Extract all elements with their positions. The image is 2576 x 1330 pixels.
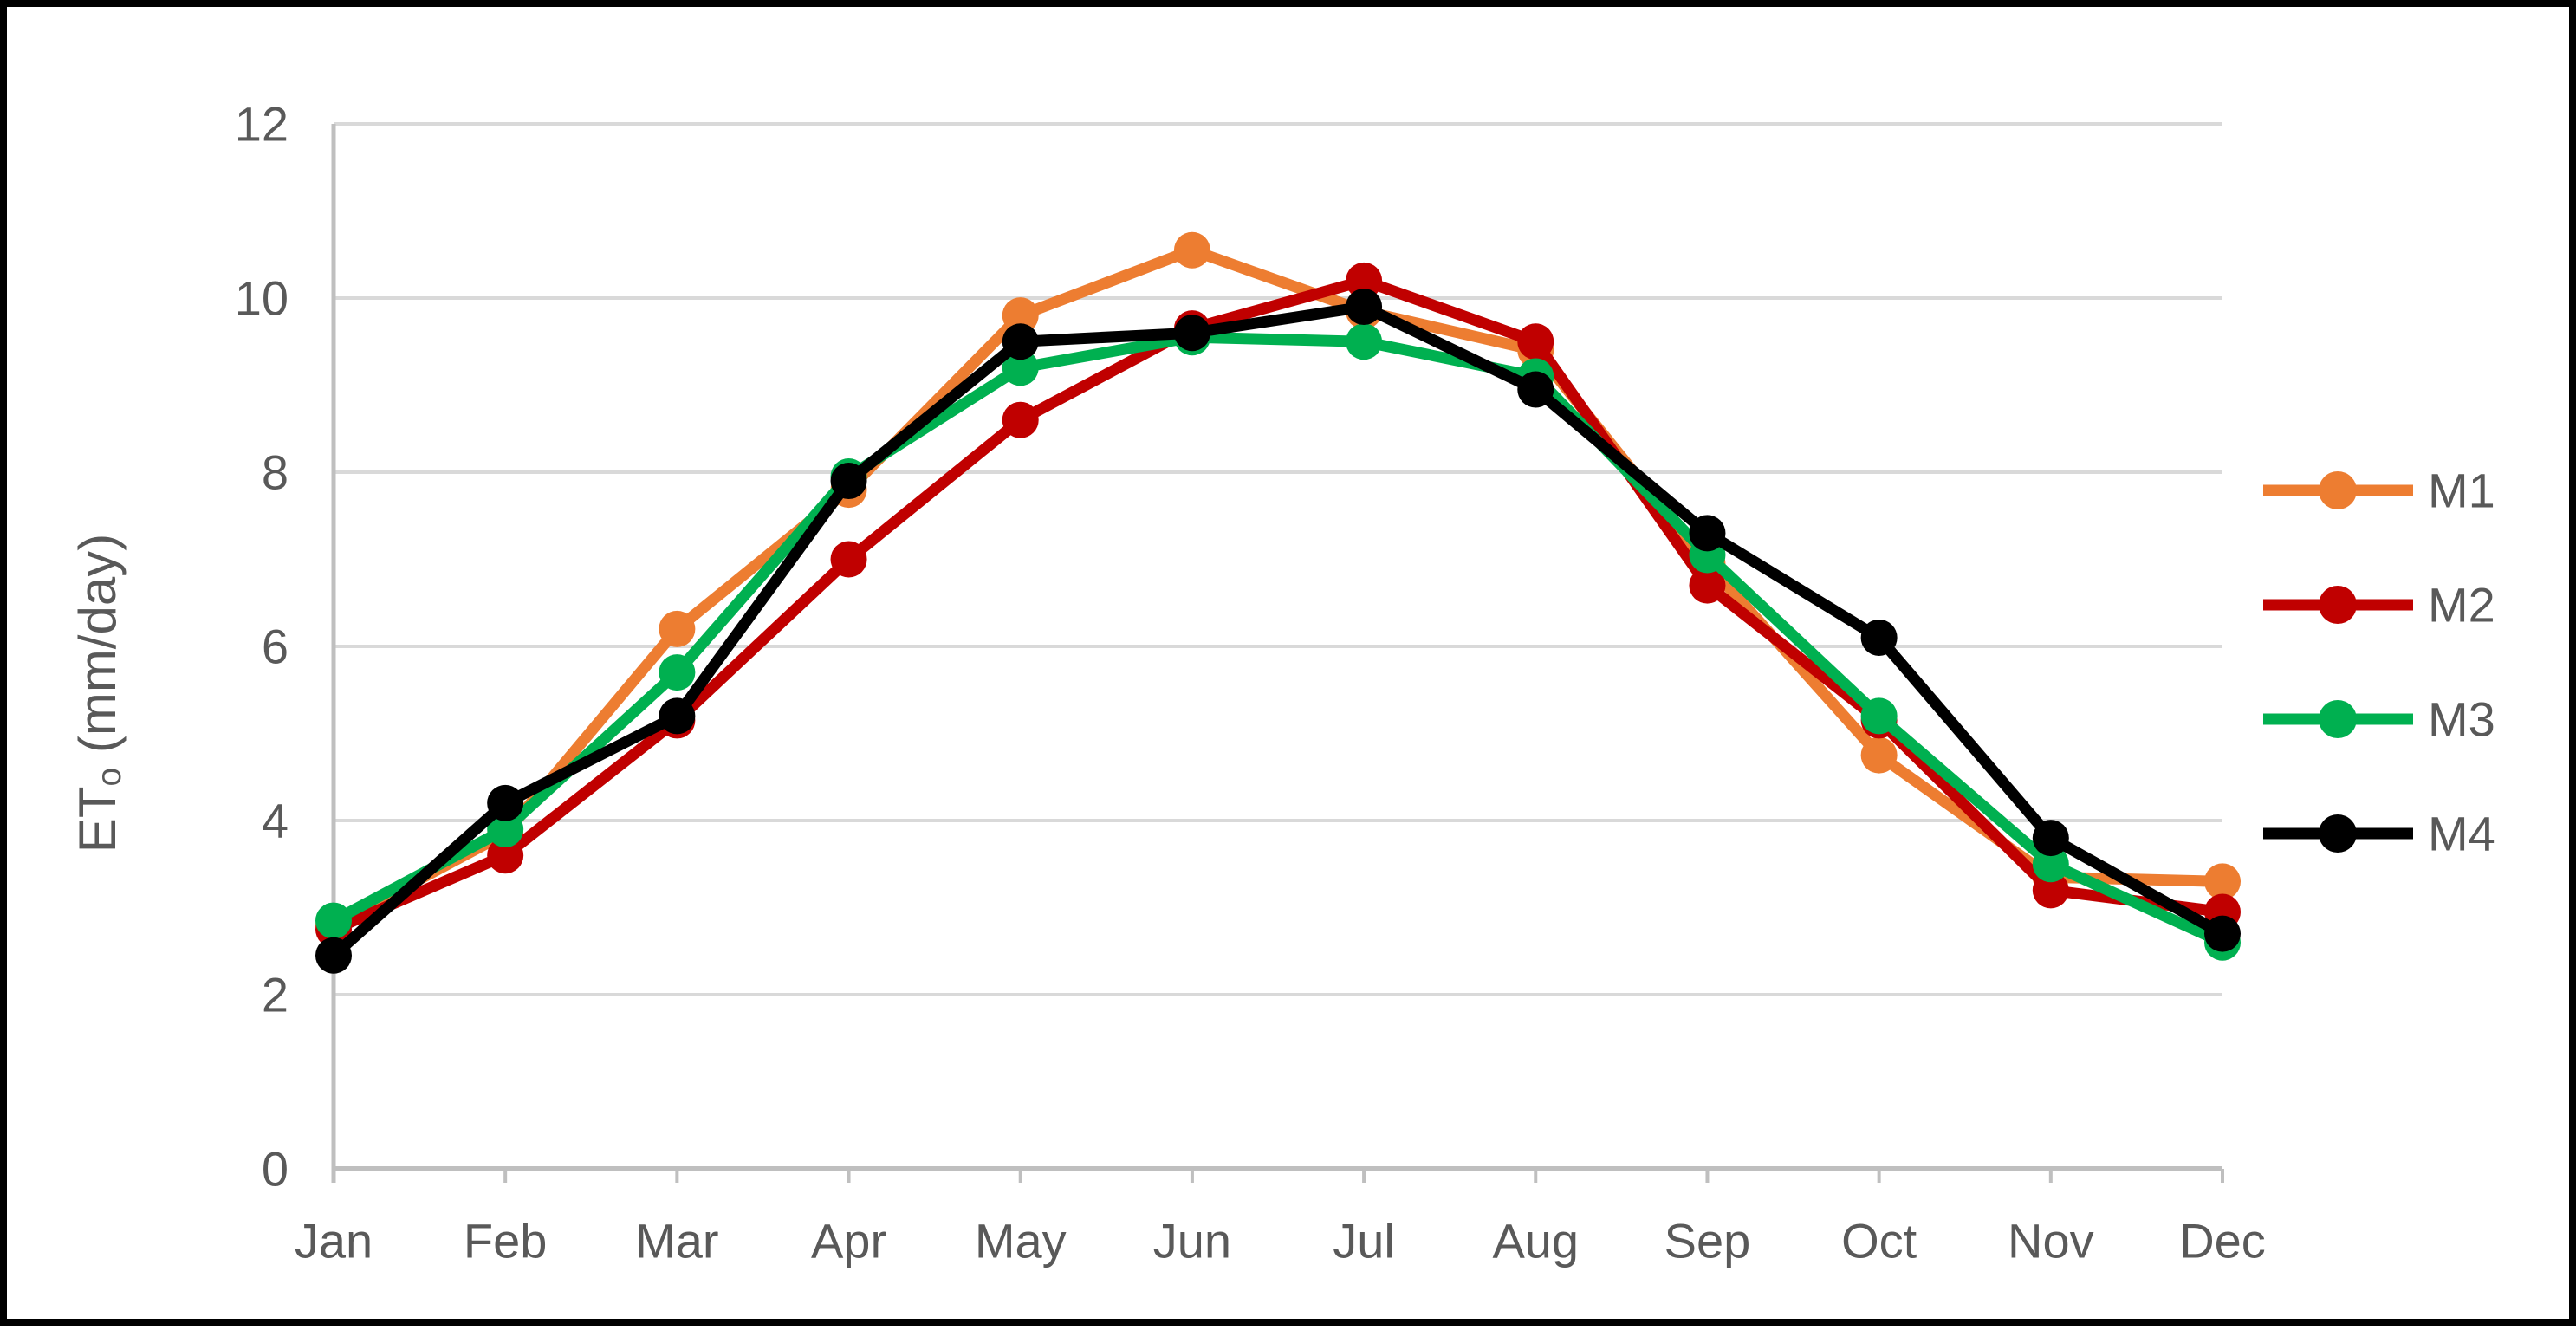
x-tick-label-Oct: Oct (1841, 1214, 1917, 1268)
series-marker-M4-May (1002, 323, 1039, 360)
legend-item-M1: M1 (2263, 464, 2495, 518)
x-tick-label-May: May (975, 1214, 1067, 1268)
x-tick-label-Nov: Nov (2008, 1214, 2094, 1268)
series-marker-M2-May (1002, 401, 1039, 438)
series-marker-M2-Nov (2032, 872, 2069, 909)
legend-item-M3: M3 (2263, 692, 2495, 747)
series-marker-M2-Aug (1517, 323, 1554, 360)
x-tick-label-Dec: Dec (2179, 1214, 2266, 1268)
legend-label-M3: M3 (2428, 692, 2495, 747)
x-tick-label-Jan: Jan (295, 1214, 373, 1268)
series-marker-M4-Aug (1517, 371, 1554, 408)
y-tick-label-12: 12 (235, 97, 289, 152)
series-marker-M4-Jul (1346, 289, 1383, 326)
y-tick-label-10: 10 (235, 271, 289, 326)
y-tick-label-0: 0 (262, 1142, 289, 1197)
legend-label-M4: M4 (2428, 807, 2495, 861)
series-marker-M3-Nov (2032, 846, 2069, 883)
y-tick-label-2: 2 (262, 968, 289, 1022)
series-line-M4 (328, 301, 2229, 962)
x-tick-label-Sep: Sep (1664, 1214, 1751, 1268)
legend-item-M4: M4 (2263, 807, 2495, 861)
series-marker-M2-Sep (1689, 567, 1726, 604)
series-marker-M1-Dec (2204, 863, 2241, 900)
legend-item-M2: M2 (2263, 578, 2495, 633)
x-tick-label-Aug: Aug (1492, 1214, 1579, 1268)
y-tick-label-6: 6 (262, 620, 289, 674)
series-line-M2 (328, 275, 2229, 936)
series-marker-M3-Feb (487, 811, 524, 848)
x-tick-label-Apr: Apr (811, 1214, 886, 1268)
y-tick-label-8: 8 (262, 445, 289, 500)
series-marker-M3-Oct (1860, 697, 1898, 735)
series-marker-M4-Nov (2032, 820, 2069, 857)
series-marker-M4-Jan (315, 937, 352, 974)
series-marker-M3-Mar (659, 654, 696, 691)
series-marker-M4-Mar (659, 697, 696, 735)
series-marker-M4-Jun (1173, 315, 1210, 352)
x-tick-label-Mar: Mar (635, 1214, 718, 1268)
legend-swatch-dot-M2 (2319, 586, 2357, 624)
series-marker-M3-May (1002, 349, 1039, 386)
series-marker-M3-Jan (315, 902, 352, 939)
x-tick-label-Feb: Feb (464, 1214, 548, 1268)
legend-swatch-dot-M4 (2319, 814, 2357, 853)
series-line-M3 (328, 331, 2229, 949)
series-marker-M4-Apr (830, 463, 867, 500)
y-tick-label-4: 4 (262, 794, 289, 848)
series-marker-M4-Feb (487, 784, 524, 821)
series-marker-M1-May (1002, 297, 1039, 334)
series-marker-M1-Jun (1173, 231, 1210, 269)
series-marker-M2-Feb (487, 837, 524, 874)
series-marker-M1-Oct (1860, 736, 1898, 774)
legend-swatch-dot-M3 (2319, 700, 2357, 738)
series-line-M1 (328, 244, 2229, 931)
series-marker-M2-Apr (830, 541, 867, 578)
series-marker-M1-Mar (659, 610, 696, 647)
series-marker-M3-Jul (1346, 323, 1383, 360)
series-marker-M4-Oct (1860, 619, 1898, 656)
x-tick-label-Jun: Jun (1153, 1214, 1231, 1268)
series-marker-M4-Sep (1689, 515, 1726, 552)
y-axis-title: ETo (mm/day) (68, 534, 128, 853)
legend-label-M1: M1 (2428, 464, 2495, 518)
series-marker-M4-Dec (2204, 915, 2241, 952)
x-tick-label-Jul: Jul (1333, 1214, 1395, 1268)
legend-label-M2: M2 (2428, 578, 2495, 633)
series-marker-M2-Jul (1346, 262, 1383, 299)
legend-swatch-dot-M1 (2319, 471, 2357, 509)
